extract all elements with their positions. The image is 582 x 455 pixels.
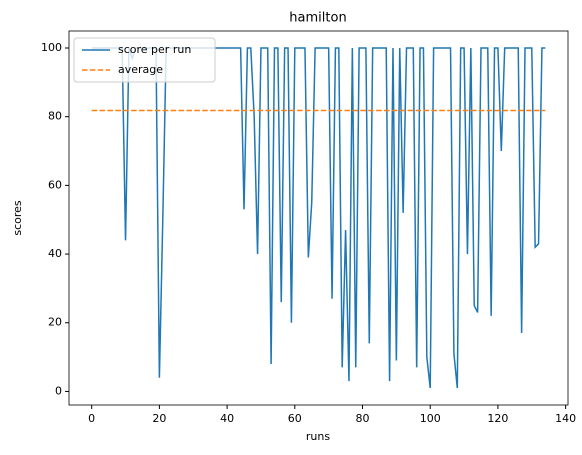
x-tick-label: 60 [288, 412, 302, 425]
y-tick-label: 40 [48, 247, 62, 260]
x-tick-label: 80 [356, 412, 370, 425]
y-tick-label: 100 [41, 41, 62, 54]
x-tick-label: 20 [152, 412, 166, 425]
line-series [91, 47, 546, 389]
x-tick-label: 120 [487, 412, 508, 425]
axes-frame [68, 30, 569, 406]
x-tick-label: 140 [555, 412, 576, 425]
y-axis-label: scores [11, 200, 24, 236]
x-axis-label: runs [306, 430, 330, 443]
y-tick-label: 80 [48, 110, 62, 123]
legend-label: score per run [118, 43, 191, 56]
x-tick-label: 100 [420, 412, 441, 425]
y-tick-label: 60 [48, 178, 62, 191]
y-tick-label: 0 [55, 384, 62, 397]
legend-box [73, 37, 216, 83]
chart-title: hamilton [289, 11, 346, 26]
y-tick-label: 20 [48, 316, 62, 329]
x-tick-label: 0 [88, 412, 95, 425]
legend-label: average [118, 63, 163, 76]
x-tick-label: 40 [220, 412, 234, 425]
